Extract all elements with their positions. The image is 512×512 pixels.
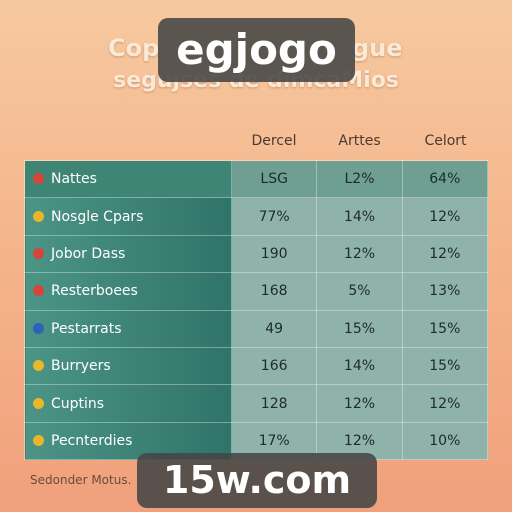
table-cell: 168 bbox=[230, 272, 318, 311]
row-label: Jobor Dass bbox=[51, 245, 126, 262]
table-row: Cuptins 128 12% 12% bbox=[24, 384, 489, 423]
table-cell: 15% bbox=[401, 309, 489, 348]
table-cell: 12% bbox=[316, 384, 403, 423]
row-icon bbox=[33, 397, 44, 409]
table-cell: 14% bbox=[316, 346, 403, 386]
table-cell: 15% bbox=[316, 309, 403, 348]
row-label: Nosgle Cpars bbox=[51, 208, 144, 225]
table-cell: L2% bbox=[316, 159, 403, 199]
table-cell: 12% bbox=[401, 197, 489, 236]
column-header: Dercel bbox=[251, 133, 297, 149]
table-row: Nosgle Cpars 77% 14% 12% bbox=[24, 197, 489, 236]
title-left: Cop bbox=[108, 34, 160, 62]
row-label-cell: Pestarrats bbox=[24, 309, 232, 348]
row-label-cell: Nosgle Cpars bbox=[24, 197, 232, 236]
row-icon bbox=[33, 434, 44, 446]
table-cell: 10% bbox=[401, 421, 489, 461]
table-row: Jobor Dass 190 12% 12% bbox=[24, 234, 489, 274]
table-cell: 190 bbox=[230, 234, 318, 274]
table-cell: 13% bbox=[401, 272, 489, 311]
table-cell: 128 bbox=[230, 384, 318, 423]
row-label: Resterboees bbox=[51, 283, 138, 300]
column-header: Celort bbox=[424, 133, 467, 149]
table-row: Resterboees 168 5% 13% bbox=[24, 272, 489, 311]
footer: Sedonder Motus. bbox=[30, 473, 132, 487]
row-icon bbox=[33, 173, 44, 185]
table-row: Burryers 166 14% 15% bbox=[24, 346, 489, 386]
row-icon bbox=[33, 322, 44, 334]
row-label: Nattes bbox=[51, 171, 97, 188]
table-cell: 166 bbox=[230, 346, 318, 386]
row-label: Burryers bbox=[51, 358, 111, 375]
table-cell: 64% bbox=[401, 159, 489, 199]
table-cell: 5% bbox=[316, 272, 403, 311]
row-label-cell: Jobor Dass bbox=[24, 234, 232, 274]
row-icon bbox=[33, 210, 44, 222]
row-label: Cuptins bbox=[51, 395, 105, 412]
table-cell: 12% bbox=[316, 234, 403, 274]
row-icon bbox=[33, 285, 44, 297]
row-label-cell: Cuptins bbox=[24, 384, 232, 423]
title-right: gue bbox=[352, 34, 403, 62]
column-header: Arttes bbox=[338, 133, 381, 149]
row-label: Pecnterdies bbox=[51, 432, 133, 449]
table-row: Nattes LSG L2% 64% bbox=[24, 159, 489, 199]
watermark: 15w.com bbox=[137, 453, 377, 508]
row-icon bbox=[33, 247, 44, 259]
table-cell: 49 bbox=[230, 309, 318, 348]
row-label-cell: Resterboees bbox=[24, 272, 232, 311]
table-row: Pestarrats 49 15% 15% bbox=[24, 309, 489, 348]
table-cell: 15% bbox=[401, 346, 489, 386]
watermark: egjogo bbox=[158, 18, 355, 82]
table: Nattes LSG L2% 64% Nosgle Cpars 77% 14% 12% Jobo… bbox=[24, 159, 489, 461]
table-body: Nattes LSG L2% 64% Nosgle Cpars 77% 14% 12% Jobo… bbox=[24, 159, 489, 461]
row-label-cell: Nattes bbox=[24, 159, 232, 199]
table-cell: 12% bbox=[401, 234, 489, 274]
row-label: Pestarrats bbox=[51, 320, 122, 337]
table-cell: 77% bbox=[230, 197, 318, 236]
table-cell: LSG bbox=[230, 159, 318, 199]
table-cell: 14% bbox=[316, 197, 403, 236]
row-label-cell: Burryers bbox=[24, 346, 232, 386]
table-cell: 12% bbox=[401, 384, 489, 423]
row-icon bbox=[33, 360, 44, 372]
